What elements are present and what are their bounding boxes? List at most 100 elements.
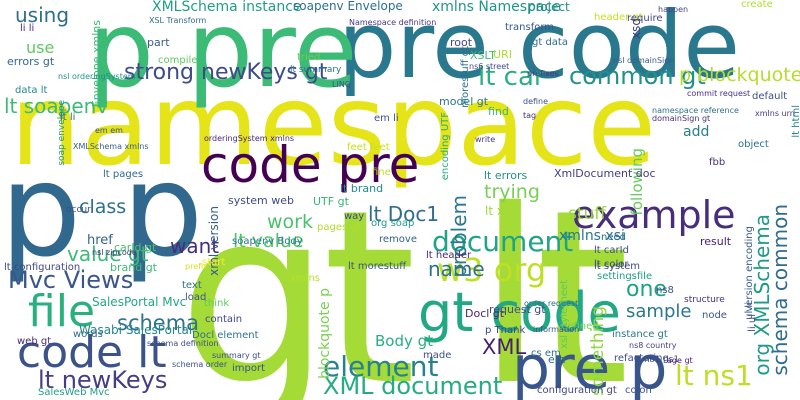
word: lt configuration [4, 262, 81, 273]
word: stuff [568, 204, 607, 224]
word: p p [0, 137, 204, 286]
word: Docl element [192, 330, 259, 341]
word: XMLSchema instance [152, 0, 302, 15]
word: soapenv Body [232, 236, 303, 247]
word: instance gt [612, 329, 668, 340]
word: class [79, 196, 127, 218]
word: lt carId [594, 245, 629, 256]
word: namespace reference [652, 106, 739, 115]
word: defined [561, 321, 599, 332]
word: require [627, 13, 663, 24]
word: summary gt [212, 351, 261, 360]
word: soap envelope [57, 100, 67, 166]
word: lt ns1 [675, 359, 753, 392]
word: p pre [88, 0, 358, 111]
word: UTF gt [313, 195, 349, 208]
word: write [475, 135, 496, 144]
word: import [232, 363, 266, 374]
word: common gt [569, 62, 706, 90]
word: create [741, 0, 773, 10]
word: soapenv Envelope [293, 0, 403, 13]
word: following [628, 148, 646, 216]
word: node [702, 310, 727, 321]
word: pre code [338, 0, 740, 99]
word: lt soapenv [4, 94, 109, 118]
word: xmlns Namespace [432, 0, 561, 15]
word: p blockquote [679, 64, 800, 86]
word: use [26, 38, 55, 57]
word: transform [505, 22, 555, 33]
word: web gt [17, 336, 52, 347]
word: contain [205, 314, 243, 325]
word: file [28, 286, 96, 337]
word: order request [524, 299, 579, 308]
word: project [528, 0, 570, 14]
word: XmlDocument doc [554, 167, 656, 180]
word: Mvc Views [8, 266, 134, 294]
word: errors gt [7, 55, 55, 68]
word: em [548, 353, 566, 366]
word: start [202, 257, 226, 268]
word: SalesWeb Mvc [38, 387, 110, 398]
word: lt errors [484, 169, 528, 182]
word: colon [625, 385, 652, 396]
word: data lt [15, 85, 48, 96]
word: encoding UTF [440, 112, 451, 181]
word: em li [374, 113, 399, 124]
word: text [182, 280, 202, 291]
word: SalesPortal Mvc [92, 295, 187, 309]
word: information [533, 325, 580, 334]
word: object [738, 139, 769, 150]
word: lt Doc1 [368, 202, 440, 226]
word: part [147, 36, 170, 49]
word: li ul [747, 314, 758, 332]
word: Envelope xmlns [90, 20, 103, 108]
word: nsl orderingSystem [58, 72, 136, 81]
word: feet feet [347, 142, 390, 153]
word: w3 org [437, 251, 547, 289]
word: document [432, 225, 574, 258]
word: version encoding [744, 226, 755, 312]
word: structure [684, 295, 725, 305]
word: remove [379, 234, 417, 245]
word: way [344, 211, 365, 222]
word: request gt [489, 303, 546, 316]
word: element [323, 350, 439, 383]
word: define [523, 97, 549, 106]
word: lt car [478, 62, 545, 92]
word: morestuff gt [460, 46, 471, 108]
word: schema common [768, 204, 792, 376]
word: strong newKeys gt [124, 60, 328, 85]
word: XMLSchema xmlns [73, 142, 149, 151]
word: prefixes [527, 69, 559, 78]
word: value gt [67, 242, 149, 266]
word: URI [493, 48, 512, 61]
word: org soap [371, 218, 415, 229]
word: problem [447, 195, 471, 278]
word: XML document [323, 372, 503, 400]
word: something [588, 306, 608, 397]
word: lt brand [340, 182, 384, 195]
word: default [752, 91, 788, 102]
word: nsl domainSign [613, 56, 675, 65]
word: lt value [233, 230, 304, 252]
word: xmlns [290, 273, 320, 284]
word: pre p [512, 333, 668, 400]
word: lt header [426, 250, 472, 261]
word: href [87, 233, 113, 248]
word: p Thank [485, 325, 526, 336]
word: work [267, 211, 313, 233]
word: xmlns xsi [559, 228, 625, 244]
word: Docl gt [465, 307, 505, 320]
word: Wasabi SalesPortal [79, 323, 193, 337]
word: lt li [60, 112, 76, 123]
word: tried [297, 52, 321, 63]
word: settingsfile [597, 271, 653, 282]
word: li li [20, 23, 35, 34]
word: lt color [594, 259, 629, 270]
word: pages gt [317, 222, 361, 233]
word: add [683, 124, 710, 140]
word: lt newKeys [38, 366, 168, 394]
word: configuration gt [537, 385, 617, 396]
